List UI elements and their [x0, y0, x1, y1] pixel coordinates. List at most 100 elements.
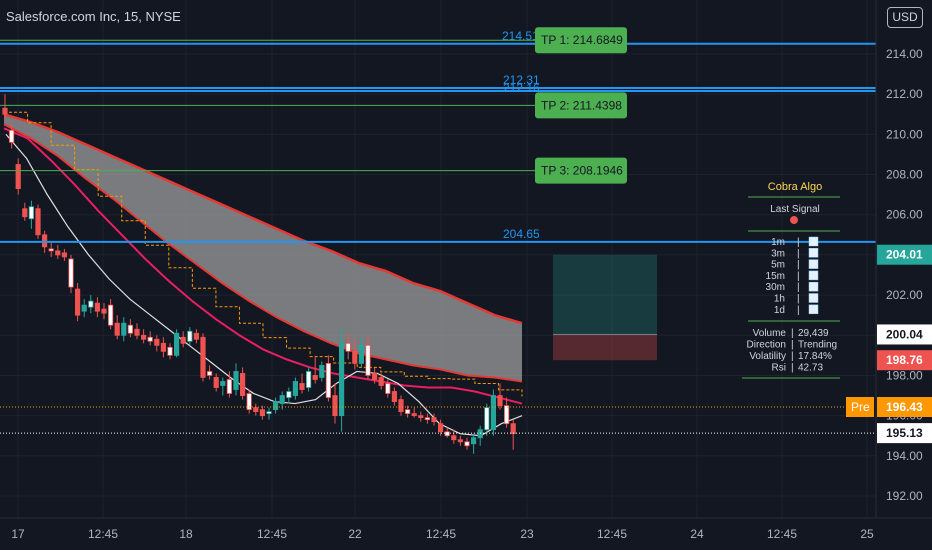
price-label-box [877, 324, 932, 345]
x-axis-background [0, 518, 932, 550]
candle-body [437, 423, 444, 433]
y-axis: 192.00194.00196.00198.00200.00202.00204.… [846, 0, 932, 550]
y-axis-background [876, 0, 932, 550]
candle-body [2, 107, 8, 115]
candle-body [470, 437, 477, 445]
candle-body [88, 300, 94, 308]
candle [385, 379, 391, 398]
candle-body [187, 330, 193, 342]
candle [193, 329, 199, 344]
candle [437, 419, 444, 436]
trend-box-icon [808, 259, 819, 269]
candle [292, 377, 299, 400]
candle-body [266, 411, 272, 415]
candle [352, 339, 358, 370]
price-label: 204.01 [877, 244, 932, 265]
trend-box-icon [808, 236, 819, 247]
candle-body [451, 435, 457, 441]
x-tick-label: 12:45 [257, 527, 287, 541]
candle [28, 200, 35, 229]
candle-body [497, 395, 503, 406]
candle [226, 371, 232, 398]
candle [266, 407, 272, 420]
candle [108, 299, 114, 330]
panel-row-value: Trending [798, 340, 837, 351]
price-label-text: 195.13 [886, 426, 923, 440]
candle-body [75, 288, 81, 316]
trend-box-icon [808, 293, 819, 303]
panel-last-signal: Last Signal [770, 204, 819, 215]
panel-timeframe: 30m [766, 282, 785, 293]
candle [127, 319, 133, 338]
candle [134, 323, 140, 340]
panel-timeframe: 3m [771, 248, 785, 259]
y-tick-label: 208.00 [886, 168, 923, 182]
candle [101, 303, 107, 320]
candle-body [404, 409, 411, 415]
candle [167, 343, 173, 360]
symbol-title: Salesforce.com Inc, 15, NYSE [6, 9, 181, 24]
candle-body [378, 377, 384, 386]
tp-label-box [535, 92, 627, 119]
price-label: 196.43 Pre [846, 396, 932, 417]
panel-separator: | [797, 282, 800, 293]
price-label-box [877, 423, 932, 444]
position-target-zone [553, 254, 657, 335]
position-stop-zone [553, 334, 657, 361]
candle-body [352, 350, 358, 364]
price-label: 200.04 [877, 324, 932, 345]
candle-body [140, 334, 147, 340]
candle-body [8, 129, 15, 143]
candle-body [358, 344, 365, 364]
panel-timeframe: 5m [771, 260, 785, 271]
candle-body [444, 431, 450, 437]
panel-timeframe: 1h [774, 294, 785, 305]
candle [371, 367, 378, 384]
candle [510, 419, 516, 450]
candle-body [206, 371, 213, 376]
candle [431, 413, 437, 426]
candle-body [160, 342, 166, 352]
candle [239, 367, 246, 400]
panel-separator: | [797, 248, 800, 259]
candle-body [418, 415, 424, 419]
candle [259, 405, 266, 420]
panel-separator: | [791, 351, 794, 362]
candle [325, 355, 332, 402]
candle [187, 327, 193, 346]
x-tick-label: 12:45 [597, 527, 627, 541]
candle [253, 403, 259, 416]
trend-box-icon [808, 270, 819, 281]
panel-row-key: Volatility [749, 351, 786, 362]
y-tick-label: 210.00 [886, 127, 923, 141]
candle-body [319, 365, 325, 378]
candle-body [332, 395, 338, 417]
trend-box-icon [808, 281, 819, 292]
candle [22, 202, 28, 221]
panel-timeframe: 1m [771, 237, 785, 248]
price-label-text: 198.76 [886, 353, 923, 367]
candle [484, 403, 490, 436]
candle-body [431, 417, 437, 423]
candle [75, 283, 81, 322]
candle [319, 361, 325, 382]
candle [358, 337, 365, 368]
price-label-text: 196.43 [886, 400, 923, 414]
candle [418, 411, 424, 422]
candle-body [55, 250, 61, 256]
y-tick-label: 202.00 [886, 288, 923, 302]
tp-label-box [535, 157, 627, 184]
panel-row-key: Direction [747, 340, 786, 351]
currency-button[interactable]: USD [887, 7, 923, 28]
candle [272, 397, 279, 414]
candle [464, 437, 470, 450]
cobra-algo-panel: Cobra Algo Last Signal 1m | 3m | 5m | 15m | 30m | 1h… [742, 181, 840, 379]
candle [503, 397, 510, 428]
candle [35, 204, 41, 239]
level-label: 214.51 [502, 29, 539, 43]
candle-body [193, 332, 199, 340]
candle-body [200, 336, 206, 378]
y-tick-label: 214.00 [886, 47, 923, 61]
candle [68, 254, 74, 294]
